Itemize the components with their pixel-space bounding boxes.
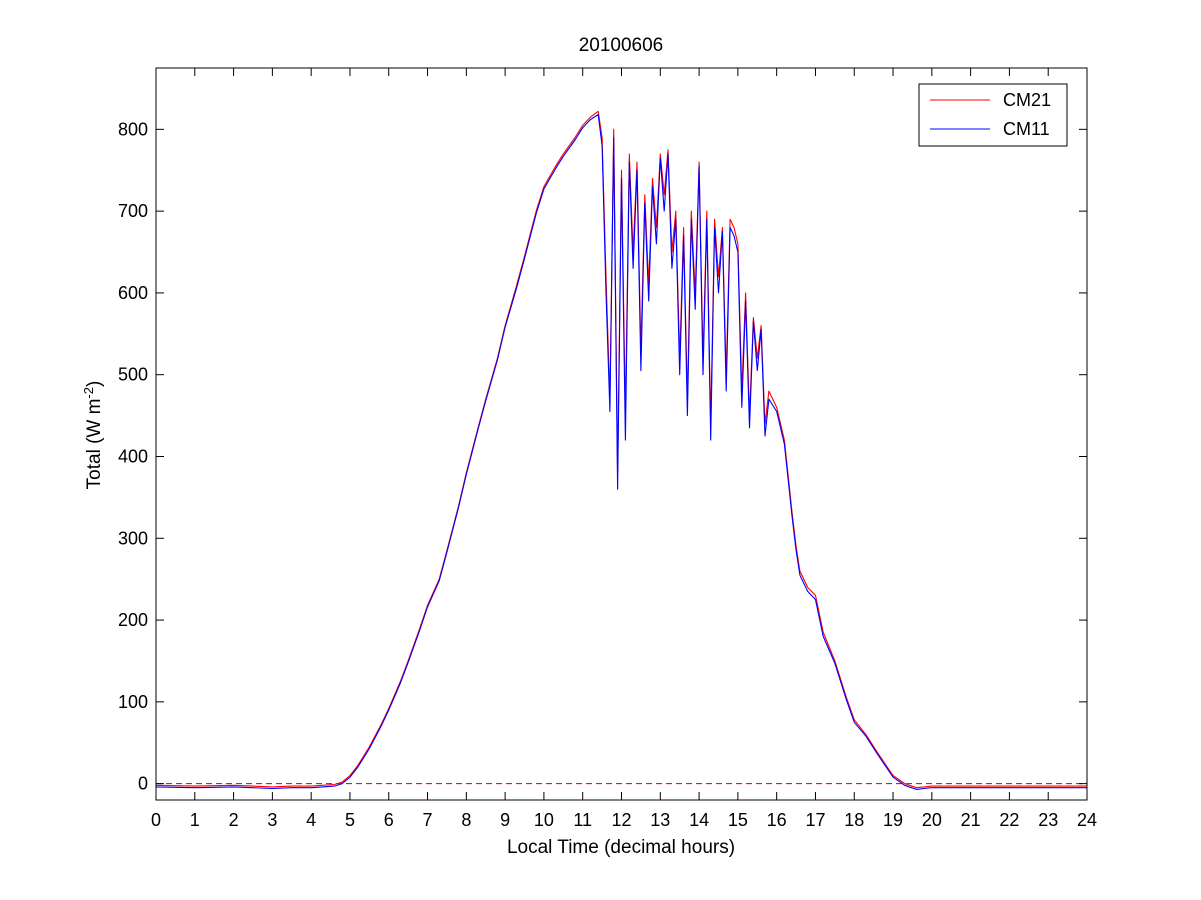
x-tick-label: 11 — [573, 810, 592, 830]
x-tick-label: 22 — [999, 810, 1019, 830]
y-tick-label: 600 — [118, 283, 148, 303]
x-tick-label: 1 — [190, 810, 200, 830]
x-axis-ticks: 0 1 2 3 4 5 6 7 8 9 10 11 12 13 14 15 16 17 18 19 20 21 22 23 24 — [151, 68, 1097, 830]
x-tick-label: 6 — [384, 810, 394, 830]
y-tick-label: 200 — [118, 610, 148, 630]
x-tick-label: 0 — [151, 810, 161, 830]
y-tick-label: 400 — [118, 446, 148, 466]
y-tick-label: 700 — [118, 201, 148, 221]
x-tick-label: 2 — [229, 810, 239, 830]
y-tick-label: 800 — [118, 119, 148, 139]
x-tick-label: 15 — [728, 810, 748, 830]
plot-frame — [155, 67, 1088, 801]
series-line-cm11 — [156, 114, 1087, 790]
y-tick-label: 100 — [118, 692, 148, 712]
x-tick-label: 9 — [500, 810, 510, 830]
y-axis-ticks: 0 100 200 300 400 500 600 700 800 — [118, 119, 1087, 794]
y-axis-label: Total (W m-2) — [81, 381, 106, 490]
x-tick-label: 17 — [805, 810, 825, 830]
x-axis-label: Local Time (decimal hours) — [507, 837, 735, 858]
y-tick-label: 0 — [138, 774, 148, 794]
chart-title: 20100606 — [579, 35, 664, 56]
legend-box — [918, 83, 1068, 147]
x-tick-label: 7 — [423, 810, 433, 830]
x-tick-label: 20 — [922, 810, 942, 830]
x-tick-label: 13 — [650, 810, 670, 830]
legend-label-cm11: CM11 — [1003, 119, 1050, 139]
x-tick-label: 18 — [844, 810, 864, 830]
x-tick-label: 24 — [1077, 810, 1097, 830]
x-tick-label: 19 — [883, 810, 903, 830]
legend: CM21 CM11 — [918, 83, 1068, 147]
x-tick-label: 14 — [689, 810, 709, 830]
y-axis-label-superscript: -2 — [81, 387, 96, 399]
x-tick-label: 16 — [767, 810, 787, 830]
x-tick-label: 8 — [461, 810, 471, 830]
legend-label-cm21: CM21 — [1003, 90, 1051, 110]
y-axis-label-main: Total (W m — [84, 399, 105, 490]
x-tick-label: 5 — [345, 810, 355, 830]
x-tick-label: 23 — [1038, 810, 1058, 830]
x-tick-label: 3 — [267, 810, 277, 830]
x-tick-label: 10 — [534, 810, 554, 830]
y-axis-label-close: ) — [84, 381, 105, 387]
y-tick-label: 300 — [118, 528, 148, 548]
x-tick-label: 21 — [961, 810, 981, 830]
y-tick-label: 500 — [118, 365, 148, 385]
x-tick-label: 12 — [611, 810, 631, 830]
x-tick-label: 4 — [306, 810, 316, 830]
plot-area — [156, 110, 1087, 790]
